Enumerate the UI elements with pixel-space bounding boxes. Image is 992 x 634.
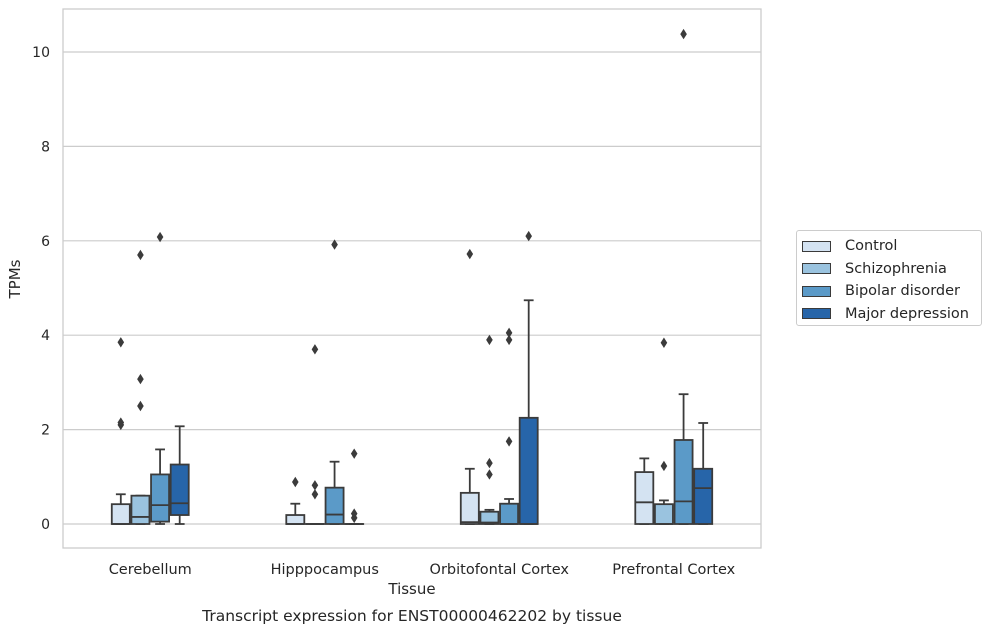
box-0-3: [169, 425, 190, 525]
legend-swatch: [802, 285, 831, 297]
outlier-point: [137, 373, 144, 385]
outlier-point: [117, 417, 125, 428]
legend-label: Control: [845, 238, 898, 255]
box-3-1: [654, 337, 674, 525]
outlier-point: [505, 334, 513, 346]
legend-swatch: [802, 240, 831, 252]
outlier-point: [117, 337, 125, 348]
y-tick-label: 2: [41, 423, 50, 439]
y-tick-label: 4: [41, 328, 50, 344]
legend-swatch: [802, 308, 831, 320]
box-2-3: [518, 230, 539, 525]
outlier-point: [311, 480, 319, 491]
box-0-1: [130, 249, 151, 525]
box-iqr: [169, 463, 190, 516]
box-iqr: [499, 502, 519, 525]
outlier-point: [486, 469, 493, 480]
outlier-point: [660, 337, 668, 348]
box-iqr: [479, 510, 500, 525]
outlier-point: [350, 448, 358, 459]
box-0-2: [150, 231, 170, 525]
outlier-point: [660, 460, 668, 472]
outlier-point: [505, 436, 513, 447]
x-tick-label: Cerebellum: [109, 562, 192, 578]
y-axis-label: TPMs: [6, 259, 24, 299]
chart-title: Transcript expression for ENST0000046220…: [201, 607, 622, 625]
box-0-0: [110, 337, 131, 525]
outlier-point: [311, 344, 319, 355]
x-tick-label: Hipppocampus: [271, 562, 379, 578]
x-tick-label: Orbitofontal Cortex: [430, 562, 570, 578]
outlier-point: [486, 457, 493, 469]
legend-label: Schizophrenia: [845, 260, 947, 277]
outlier-point: [292, 476, 299, 488]
box-iqr: [654, 503, 674, 525]
y-tick-label: 10: [32, 45, 50, 61]
legend-swatch: [802, 263, 831, 275]
legend-label: Bipolar disorder: [845, 283, 960, 300]
legend-item: Schizophrenia: [802, 258, 981, 281]
legend-item: Major depression: [802, 303, 981, 326]
outlier-point: [525, 230, 532, 242]
box-iqr: [518, 416, 539, 525]
box-iqr: [130, 494, 151, 525]
box-iqr: [324, 486, 345, 525]
y-tick-label: 6: [41, 234, 50, 250]
boxes: [110, 28, 714, 525]
legend-label: Major depression: [845, 305, 969, 322]
box-3-0: [634, 457, 655, 525]
box-iqr: [150, 473, 170, 523]
box-1-2: [324, 239, 345, 525]
x-tick-label: Prefrontal Cortex: [612, 562, 735, 578]
outlier-point: [156, 231, 164, 243]
outlier-point: [331, 239, 338, 250]
outlier-point: [137, 400, 144, 412]
box-iqr: [459, 491, 480, 525]
box-iqr: [673, 439, 694, 525]
y-tick-label: 0: [41, 517, 50, 533]
box-iqr: [110, 503, 131, 525]
outlier-point: [350, 508, 358, 519]
box-2-1: [479, 334, 500, 525]
box-iqr: [634, 471, 655, 525]
box-1-0: [285, 476, 306, 525]
legend-item: Control: [802, 235, 981, 258]
box-1-3: [344, 448, 365, 525]
box-2-0: [459, 248, 480, 525]
legend: Control Schizophrenia Bipolar disorder Majo…: [796, 230, 982, 326]
box-2-2: [499, 327, 519, 525]
x-tick-labels: Cerebellum Hipppocampus Orbitofontal Corte…: [109, 562, 736, 578]
outlier-point: [137, 249, 144, 261]
box-iqr: [693, 467, 714, 525]
plot-area: [62, 8, 762, 549]
outlier-point: [466, 248, 474, 260]
outlier-point: [505, 327, 513, 339]
outlier-point: [486, 334, 493, 346]
box-1-1: [305, 344, 325, 525]
y-tick-labels: 0 2 4 6 8 10: [32, 45, 50, 533]
y-tick-label: 8: [41, 139, 50, 155]
outlier-point: [311, 489, 319, 500]
box-3-3: [693, 422, 714, 525]
x-axis-label: Tissue: [387, 580, 435, 598]
legend-item: Bipolar disorder: [802, 280, 981, 303]
box-3-2: [673, 28, 694, 525]
box-iqr: [285, 514, 306, 525]
outlier-point: [680, 28, 687, 40]
